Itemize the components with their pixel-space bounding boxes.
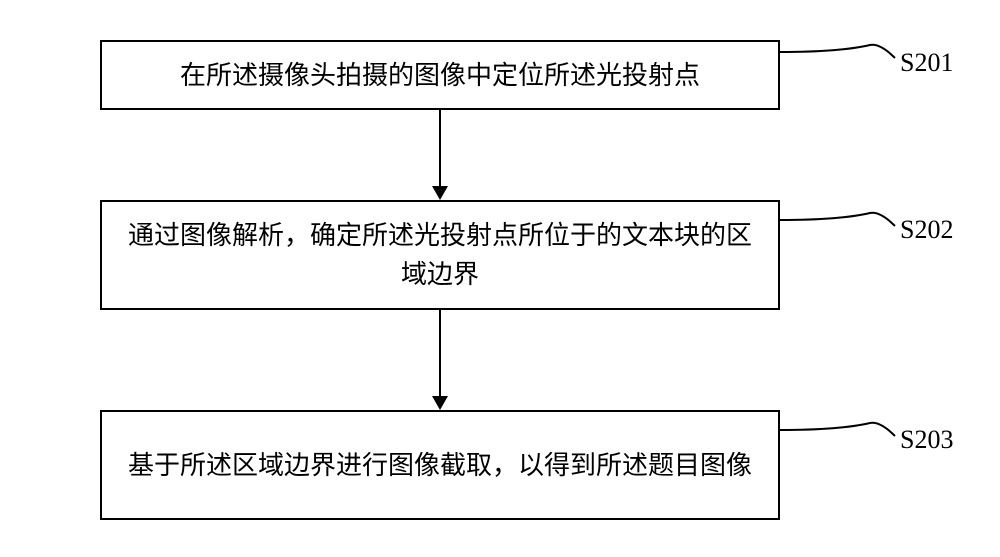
arrow-s202-s203 (439, 310, 441, 398)
step-box-s202: 通过图像解析，确定所述光投射点所位于的文本块的区域边界 (100, 200, 780, 310)
connector-s203 (780, 418, 900, 458)
connector-s201 (780, 40, 900, 80)
step-text: 基于所述区域边界进行图像截取，以得到所述题目图像 (128, 446, 752, 485)
step-box-s201: 在所述摄像头拍摄的图像中定位所述光投射点 (100, 40, 780, 110)
step-box-s203: 基于所述区域边界进行图像截取，以得到所述题目图像 (100, 410, 780, 520)
arrow-head-2 (432, 396, 448, 410)
step-text: 通过图像解析，确定所述光投射点所位于的文本块的区域边界 (122, 216, 758, 294)
label-text: S201 (900, 48, 953, 77)
arrow-s201-s202 (439, 110, 441, 188)
connector-s202 (780, 208, 900, 248)
step-text: 在所述摄像头拍摄的图像中定位所述光投射点 (180, 56, 700, 95)
label-text: S202 (900, 215, 953, 244)
arrow-head-1 (432, 186, 448, 200)
step-label-s203: S203 (900, 425, 953, 455)
step-label-s202: S202 (900, 215, 953, 245)
label-text: S203 (900, 425, 953, 454)
step-label-s201: S201 (900, 48, 953, 78)
